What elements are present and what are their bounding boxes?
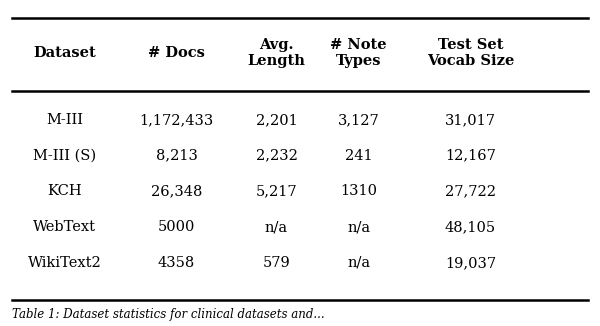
Text: n/a: n/a (347, 256, 370, 270)
Text: Avg.
Length: Avg. Length (248, 38, 305, 68)
Text: 5,217: 5,217 (256, 185, 297, 199)
Text: WebText: WebText (34, 220, 97, 234)
Text: M-III: M-III (46, 113, 83, 127)
Text: n/a: n/a (347, 220, 370, 234)
Text: Dataset: Dataset (34, 46, 96, 60)
Text: 2,201: 2,201 (256, 113, 298, 127)
Text: 26,348: 26,348 (151, 185, 202, 199)
Text: 5000: 5000 (158, 220, 195, 234)
Text: 3,127: 3,127 (338, 113, 380, 127)
Text: 12,167: 12,167 (445, 149, 496, 163)
Text: Table 1: Dataset statistics for clinical datasets and...: Table 1: Dataset statistics for clinical… (12, 308, 325, 321)
Text: 1,172,433: 1,172,433 (139, 113, 214, 127)
Text: 27,722: 27,722 (445, 185, 496, 199)
Text: 2,232: 2,232 (256, 149, 298, 163)
Text: 1310: 1310 (340, 185, 377, 199)
Text: # Note
Types: # Note Types (331, 38, 387, 68)
Text: WikiText2: WikiText2 (28, 256, 101, 270)
Text: 19,037: 19,037 (445, 256, 496, 270)
Text: 48,105: 48,105 (445, 220, 496, 234)
Text: Test Set
Vocab Size: Test Set Vocab Size (427, 38, 514, 68)
Text: 8,213: 8,213 (155, 149, 197, 163)
Text: # Docs: # Docs (148, 46, 205, 60)
Text: KCH: KCH (47, 185, 82, 199)
Text: M-III (S): M-III (S) (33, 149, 97, 163)
Text: 4358: 4358 (158, 256, 195, 270)
Text: 579: 579 (263, 256, 290, 270)
Text: n/a: n/a (265, 220, 288, 234)
Text: 241: 241 (345, 149, 373, 163)
Text: 31,017: 31,017 (445, 113, 496, 127)
